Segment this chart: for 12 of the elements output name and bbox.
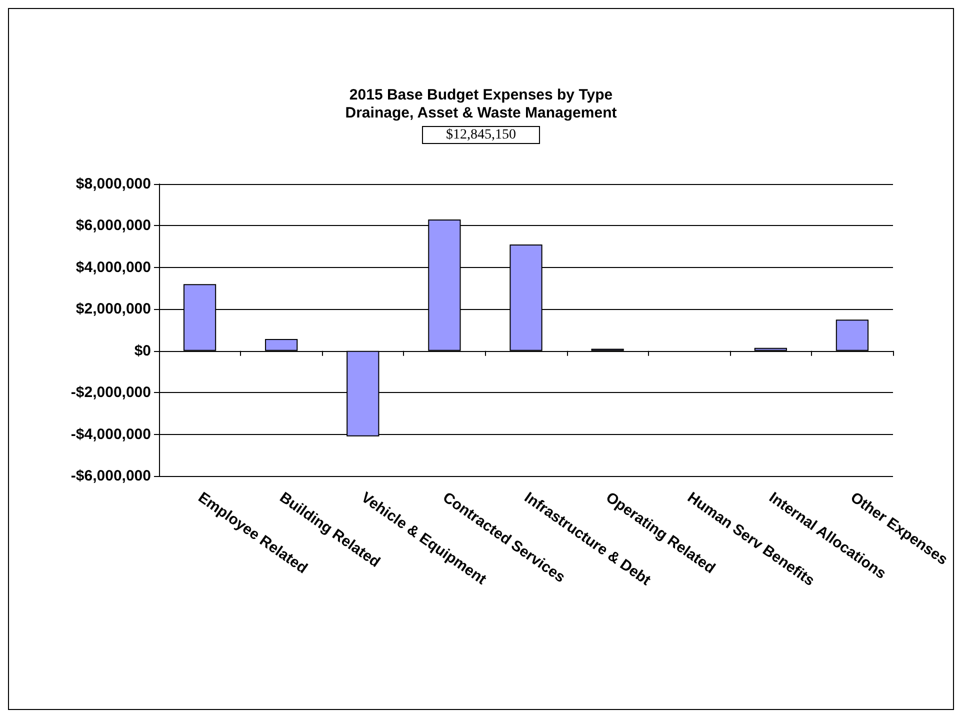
y-tick-label: $0 bbox=[134, 342, 151, 360]
y-tick-label: $2,000,000 bbox=[76, 300, 151, 318]
bar bbox=[836, 320, 869, 351]
y-tick-label: $8,000,000 bbox=[76, 176, 151, 192]
y-tick-label: -$6,000,000 bbox=[70, 468, 151, 484]
y-tick-label: $6,000,000 bbox=[76, 217, 151, 234]
chart-subtitle: $12,845,150 bbox=[446, 128, 516, 142]
bar bbox=[265, 338, 298, 351]
y-tick-label: $4,000,000 bbox=[76, 258, 151, 276]
chart-title: 2015 Base Budget Expenses by Type Drainage, Asset & Waste Management bbox=[345, 86, 617, 122]
y-tick-label: -$2,000,000 bbox=[70, 384, 151, 402]
y-tick-label: -$4,000,000 bbox=[70, 426, 151, 443]
